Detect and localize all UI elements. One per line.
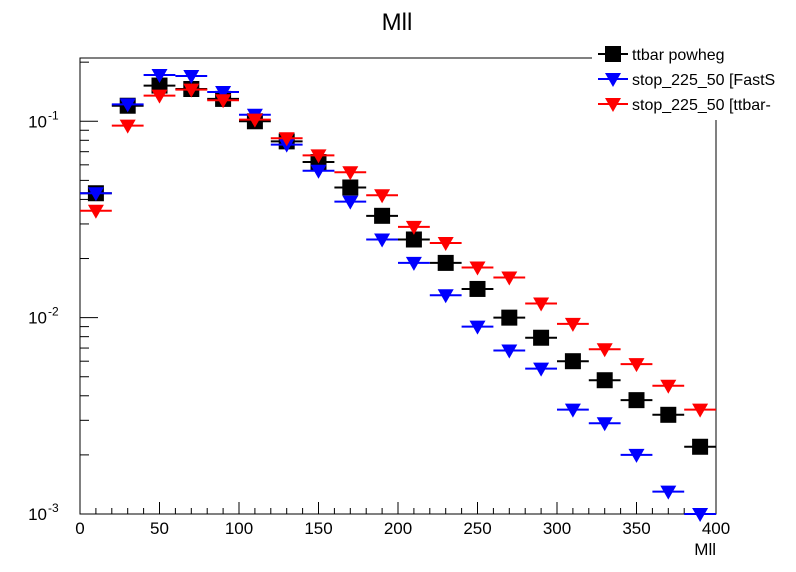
data-point [119, 119, 136, 134]
data-point [660, 379, 677, 394]
x-tick-label: 150 [304, 519, 332, 538]
data-point [628, 448, 645, 463]
data-point [405, 220, 422, 235]
plot-frame [79, 57, 717, 515]
legend-item: stop_225_50 [ttbar- [598, 97, 771, 114]
x-axis-label: Mll [694, 540, 716, 559]
data-point [596, 417, 613, 432]
data-point [183, 70, 200, 85]
data-point [374, 233, 391, 248]
legend: ttbar powheg stop_225_50 [FastS stop_225_5… [80, 38, 796, 120]
data-point [660, 485, 677, 500]
x-tick-label: 400 [702, 519, 730, 538]
legend-label: stop_225_50 [FastS [632, 72, 775, 89]
data-point [342, 166, 359, 181]
data-point [692, 403, 709, 418]
legend-marker [605, 73, 621, 87]
y-tick-label: 10 [28, 112, 47, 131]
x-tick-label: 100 [225, 519, 253, 538]
data-point [437, 289, 454, 304]
data-point [628, 392, 645, 409]
series-2 [80, 69, 716, 522]
legend-item: stop_225_50 [FastS [598, 72, 775, 89]
data-point [501, 271, 518, 286]
data-point [660, 406, 677, 423]
data-point [246, 113, 263, 128]
data-point [469, 320, 486, 335]
y-tick-labels: 10-110-210-3 [28, 108, 59, 524]
y-tick-label: 10 [28, 309, 47, 328]
chart-title: Mll [382, 9, 413, 36]
data-point [374, 207, 391, 224]
data-point [151, 77, 168, 94]
x-tick-label: 50 [150, 519, 169, 538]
y-tick-exponent: -3 [48, 501, 59, 515]
data-point [342, 179, 359, 196]
data-point [501, 309, 518, 326]
data-point [151, 69, 168, 84]
data-point [533, 362, 550, 377]
data-point [310, 149, 327, 164]
data-point [628, 358, 645, 373]
data-point [692, 508, 709, 522]
data-point [119, 98, 136, 113]
data-point [469, 261, 486, 276]
y-tick-label: 10 [28, 505, 47, 524]
data-point [215, 85, 232, 100]
data-point [533, 329, 550, 346]
legend-marker [605, 98, 621, 112]
legend-item: ttbar powheg [598, 46, 725, 64]
data-point [405, 231, 422, 248]
data-point [437, 254, 454, 271]
data-point [310, 164, 327, 179]
legend-label: stop_225_50 [ttbar- [632, 97, 771, 114]
series-layer [80, 69, 716, 522]
x-tick-label: 350 [622, 519, 650, 538]
data-point [533, 297, 550, 312]
data-point [374, 189, 391, 204]
axis-ticks [79, 61, 717, 515]
data-point [405, 256, 422, 271]
data-point [692, 438, 709, 455]
data-point [87, 187, 104, 202]
data-point [596, 343, 613, 358]
data-point [596, 372, 613, 389]
data-point [469, 280, 486, 297]
y-tick-exponent: -2 [48, 305, 59, 319]
data-point [501, 344, 518, 359]
x-tick-label: 200 [384, 519, 412, 538]
x-tick-label: 250 [463, 519, 491, 538]
x-tick-label: 0 [75, 519, 84, 538]
y-tick-exponent: -1 [48, 108, 59, 122]
data-point [183, 83, 200, 98]
data-point [564, 403, 581, 418]
series-3 [80, 83, 716, 418]
x-tick-labels: 0 50 100 150 200 250 300 350 400 [75, 519, 730, 538]
data-point [342, 195, 359, 210]
legend-label: ttbar powheg [632, 47, 725, 64]
data-point [278, 132, 295, 147]
data-point [151, 89, 168, 104]
data-point [215, 94, 232, 109]
data-point [437, 236, 454, 251]
data-point [564, 353, 581, 370]
legend-marker [605, 46, 621, 62]
data-point [564, 317, 581, 332]
data-point [87, 204, 104, 219]
x-tick-label: 300 [543, 519, 571, 538]
series-1 [80, 77, 716, 455]
